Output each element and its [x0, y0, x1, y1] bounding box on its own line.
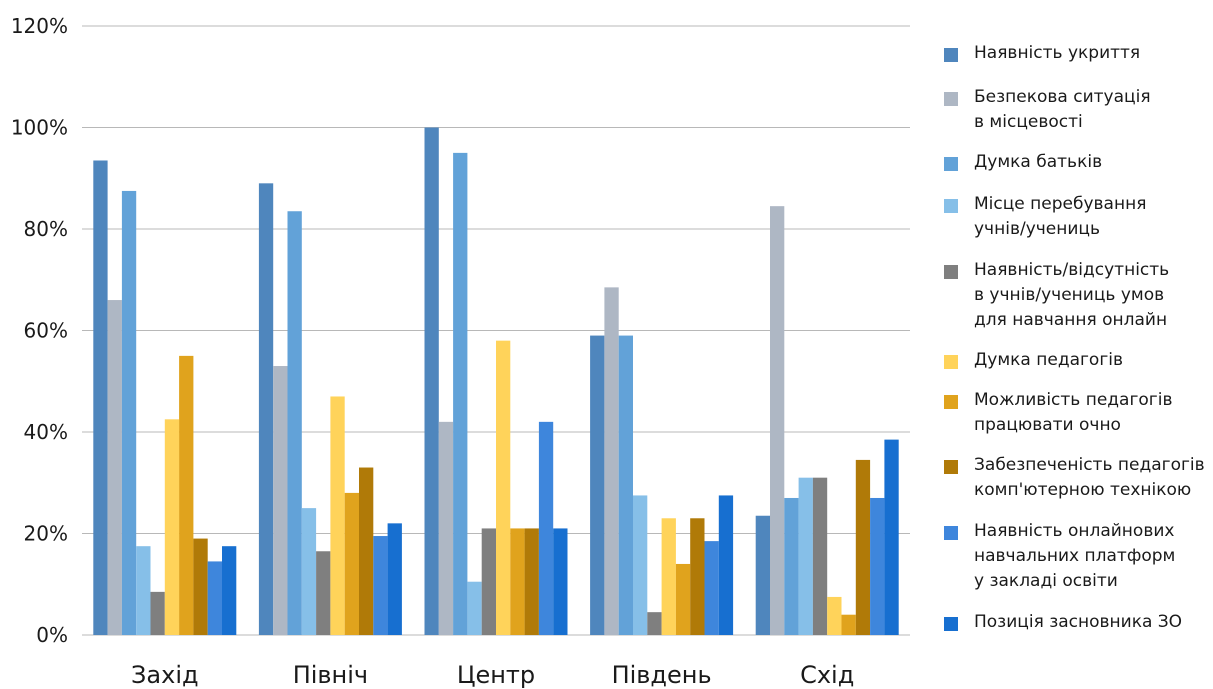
- bar: [258, 183, 274, 635]
- bar: [467, 581, 482, 635]
- legend-swatch: [944, 48, 958, 62]
- y-tick-label: 40%: [24, 420, 68, 444]
- legend-swatch: [944, 92, 958, 106]
- x-axis-category-labels: Захід Північ Центр Південь Схід: [131, 661, 854, 689]
- legend-label: Думка батьків: [974, 152, 1103, 172]
- y-tick-label: 20%: [24, 522, 68, 546]
- bar: [553, 528, 568, 635]
- legend-label: Наявність укриття: [974, 43, 1141, 63]
- bar: [287, 211, 302, 636]
- bar: [387, 523, 402, 635]
- legend-swatch: [944, 460, 958, 474]
- x-category-label: Центр: [457, 661, 535, 689]
- bar: [841, 614, 856, 635]
- bar: [424, 127, 439, 635]
- x-category-label: Схід: [800, 661, 854, 689]
- legend-label: Наявність/відсутність в учнів/учениць ум…: [974, 260, 1170, 330]
- bar: [633, 495, 648, 635]
- bar: [273, 366, 288, 635]
- bar: [222, 546, 237, 635]
- bar: [193, 538, 208, 635]
- legend-item: Думка батьків: [944, 152, 1213, 175]
- legend-swatch: [944, 395, 958, 409]
- x-category-label: Південь: [612, 661, 712, 689]
- bar: [618, 335, 633, 635]
- legend-label: Думка педагогів: [974, 350, 1124, 370]
- bar: [661, 518, 676, 635]
- y-tick-label: 60%: [24, 319, 68, 343]
- bar: [604, 287, 619, 635]
- bar: [690, 518, 705, 635]
- legend-item: Наявність/відсутність в учнів/учениць ум…: [944, 260, 1213, 333]
- bar: [647, 612, 662, 635]
- legend-item: Позиція засновника ЗО: [944, 612, 1213, 635]
- legend-label: Забезпеченість педагогів комп'ютерною те…: [974, 455, 1205, 500]
- bar: [704, 541, 719, 635]
- legend-item: Наявність онлайнових навчальних платформ…: [944, 521, 1213, 594]
- bar: [496, 340, 511, 635]
- bar: [359, 467, 374, 635]
- y-tick-label: 100%: [11, 116, 68, 140]
- legend-label: Місце перебування учнів/учениць: [974, 194, 1147, 239]
- y-axis-tick-labels: 0% 20% 40% 60% 80% 100% 120%: [11, 14, 68, 647]
- bar: [164, 419, 180, 635]
- bar: [150, 591, 165, 635]
- bar: [107, 300, 122, 635]
- bar: [855, 459, 871, 635]
- legend-item: Безпекова ситуація в місцевості: [944, 87, 1213, 135]
- bar: [870, 497, 885, 635]
- bar: [590, 335, 605, 635]
- legend-item: Думка педагогів: [944, 350, 1213, 373]
- y-tick-label: 0%: [36, 623, 68, 647]
- bar: [538, 421, 554, 635]
- y-tick-label: 80%: [24, 217, 68, 241]
- bars: [93, 127, 899, 636]
- bar: [136, 546, 151, 635]
- bar: [481, 528, 496, 635]
- bar: [344, 492, 359, 635]
- legend-label: Наявність онлайнових навчальних платформ…: [974, 521, 1176, 591]
- bar: [316, 551, 331, 635]
- bar: [93, 160, 108, 636]
- bar: [301, 508, 317, 635]
- legend-label: Безпекова ситуація в місцевості: [974, 87, 1151, 132]
- bar: [798, 477, 813, 635]
- legend-item: Можливість педагогів працювати очно: [944, 390, 1213, 438]
- bar-chart: 0% 20% 40% 60% 80% 100% 120% Захід Північ Центр П…: [11, 14, 910, 689]
- bar: [718, 495, 734, 635]
- bar: [510, 528, 525, 635]
- bar: [784, 497, 799, 635]
- y-tick-label: 120%: [11, 14, 68, 38]
- bar: [330, 396, 345, 635]
- bar: [438, 421, 454, 635]
- legend-swatch: [944, 617, 958, 631]
- legend-swatch: [944, 199, 958, 213]
- x-category-label: Північ: [293, 661, 368, 689]
- bar: [121, 190, 137, 635]
- legend-label: Позиція засновника ЗО: [974, 612, 1183, 632]
- legend-swatch: [944, 355, 958, 369]
- legend-item: Наявність укриття: [944, 43, 1213, 66]
- legend-swatch: [944, 265, 958, 279]
- bar: [675, 563, 691, 635]
- bar: [755, 515, 770, 635]
- legend-item: Забезпеченість педагогів комп'ютерною те…: [944, 455, 1213, 503]
- bar: [884, 439, 899, 635]
- bar: [179, 355, 194, 635]
- legend-item: Місце перебування учнів/учениць: [944, 194, 1213, 242]
- x-category-label: Захід: [131, 661, 199, 689]
- bar: [812, 477, 828, 635]
- bar: [207, 561, 222, 635]
- legend-swatch: [944, 526, 958, 540]
- bar: [373, 536, 388, 635]
- bar: [453, 152, 468, 635]
- bar: [827, 596, 842, 635]
- bar: [770, 206, 785, 635]
- legend-swatch: [944, 157, 958, 171]
- bar: [524, 528, 539, 635]
- legend-label: Можливість педагогів працювати очно: [974, 390, 1173, 435]
